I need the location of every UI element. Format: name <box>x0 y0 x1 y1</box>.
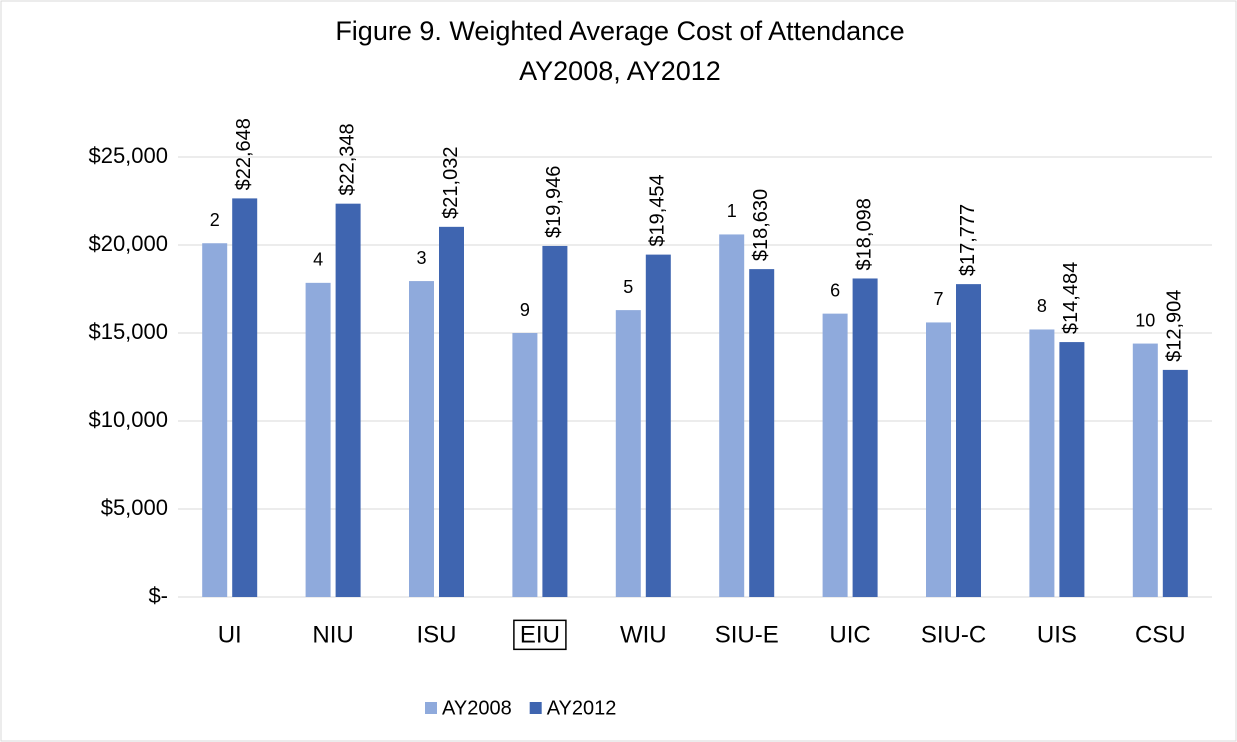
data-label: $21,032 <box>440 147 462 219</box>
bar <box>305 282 331 597</box>
bar <box>542 245 568 598</box>
bar <box>1132 343 1158 597</box>
bar <box>1059 342 1085 597</box>
rank-label: 7 <box>933 289 943 309</box>
rank-label: 4 <box>313 250 323 270</box>
category-highlight-box <box>513 619 567 651</box>
rank-label: 10 <box>1135 310 1155 330</box>
x-tick-label: UIC <box>829 621 870 648</box>
bar <box>852 278 878 597</box>
data-label: $12,904 <box>1164 290 1186 362</box>
bar <box>439 226 464 598</box>
bar <box>719 234 745 597</box>
bar <box>512 333 538 597</box>
rank-label: 3 <box>416 248 426 268</box>
bar <box>1162 369 1188 597</box>
rank-label: 2 <box>210 210 220 230</box>
data-label: $14,484 <box>1060 262 1082 334</box>
legend-label: AY2008 <box>442 697 512 719</box>
bar <box>615 310 641 597</box>
y-tick-label: $25,000 <box>88 143 168 168</box>
rank-label: 9 <box>520 300 530 320</box>
y-tick-label: $10,000 <box>88 407 168 432</box>
y-tick-label: $20,000 <box>88 231 168 256</box>
bar <box>822 313 848 597</box>
x-tick-label: SIU-E <box>715 621 779 648</box>
x-tick-label: WIU <box>620 621 667 648</box>
x-tick-label: UI <box>218 621 242 648</box>
bar <box>1029 329 1055 597</box>
y-tick-label: $5,000 <box>101 495 168 520</box>
rank-label: 1 <box>727 201 737 221</box>
data-label: $19,454 <box>647 174 669 246</box>
x-tick-label: EIU <box>520 621 560 648</box>
bar <box>645 254 671 597</box>
x-tick-label: ISU <box>416 621 456 648</box>
x-tick-label: CSU <box>1135 621 1186 648</box>
bar <box>926 322 951 597</box>
rank-label: 5 <box>623 277 633 297</box>
bar <box>335 203 361 597</box>
data-label: $18,630 <box>750 189 772 261</box>
legend-swatch <box>425 702 437 714</box>
data-label: $18,098 <box>853 198 875 270</box>
y-tick-label: $- <box>148 583 168 608</box>
bar <box>956 284 981 597</box>
x-tick-label: UIS <box>1037 621 1077 648</box>
data-label: $19,946 <box>543 166 565 238</box>
chart-subtitle: AY2008, AY2012 <box>519 56 721 86</box>
bar <box>232 198 258 597</box>
bar <box>749 269 775 597</box>
bar <box>409 281 434 597</box>
data-label: $22,648 <box>233 118 255 190</box>
y-tick-label: $15,000 <box>88 319 168 344</box>
legend-swatch <box>529 702 542 714</box>
rank-label: 6 <box>830 280 840 300</box>
data-label: $22,348 <box>336 123 358 195</box>
x-tick-label: NIU <box>312 621 353 648</box>
data-label: $17,777 <box>957 204 979 276</box>
x-tick-label: SIU-C <box>921 621 986 648</box>
rank-label: 8 <box>1037 296 1047 316</box>
chart-title: Figure 9. Weighted Average Cost of Atten… <box>335 16 904 46</box>
legend-label: AY2012 <box>547 697 617 719</box>
bar <box>202 243 228 598</box>
